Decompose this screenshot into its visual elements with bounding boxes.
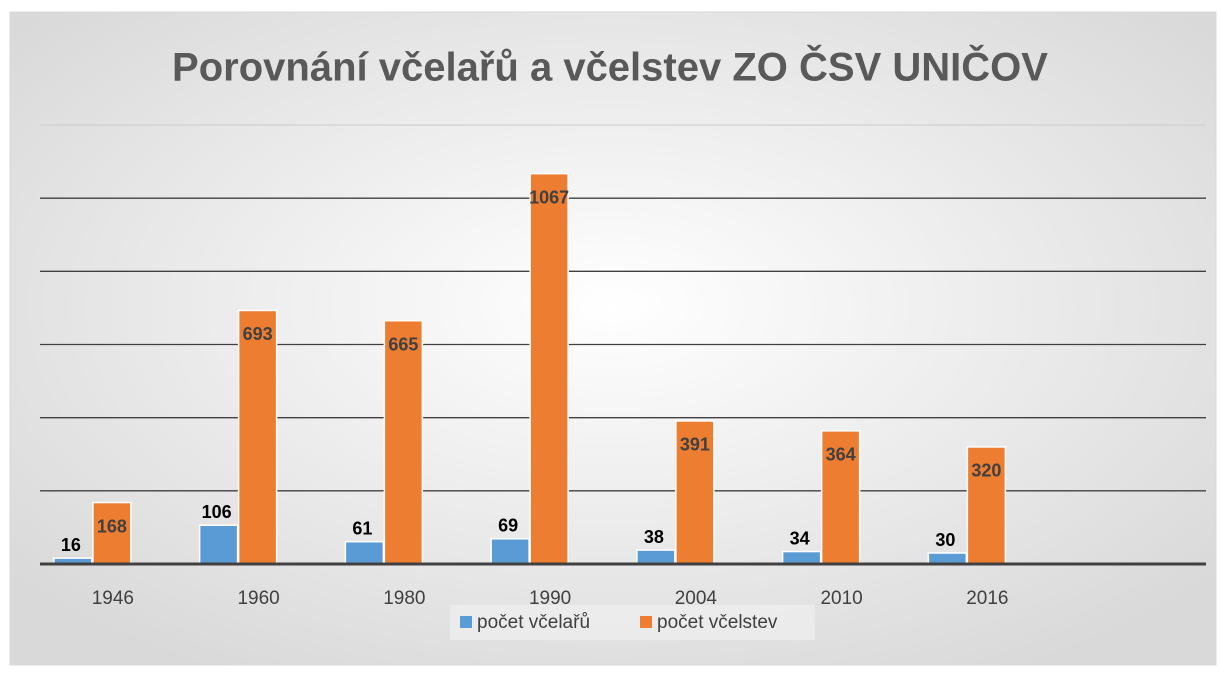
x-tick-label: 1980 bbox=[383, 588, 425, 609]
x-tick-label: 2016 bbox=[966, 588, 1008, 609]
x-tick-label: 1960 bbox=[237, 588, 279, 609]
x-tick-label: 2004 bbox=[675, 588, 718, 609]
data-label: 34 bbox=[790, 528, 810, 548]
x-tick-label: 2010 bbox=[820, 588, 862, 609]
data-label: 38 bbox=[644, 527, 664, 547]
data-label: 106 bbox=[202, 502, 232, 522]
legend-box bbox=[450, 605, 815, 640]
data-label: 30 bbox=[935, 530, 955, 550]
data-label: 61 bbox=[352, 518, 372, 538]
bar bbox=[529, 172, 569, 565]
data-label: 69 bbox=[498, 516, 518, 536]
bar bbox=[636, 549, 676, 565]
chart-area bbox=[9, 11, 1217, 666]
bar bbox=[198, 524, 239, 565]
x-tick-label: 1946 bbox=[92, 588, 134, 609]
data-label: 665 bbox=[388, 334, 418, 354]
chart-title: Porovnání včelařů a včelstev ZO ČSV UNIČ… bbox=[172, 44, 1048, 90]
legend-swatch bbox=[460, 616, 472, 628]
legend-label: počet včelstev bbox=[657, 612, 778, 633]
legend-swatch bbox=[640, 616, 652, 628]
data-label: 1067 bbox=[529, 187, 569, 207]
bar bbox=[966, 446, 1007, 565]
data-label: 391 bbox=[680, 435, 710, 455]
bar bbox=[237, 309, 278, 565]
bar bbox=[927, 552, 968, 565]
bar bbox=[344, 540, 385, 565]
data-label: 364 bbox=[826, 445, 856, 465]
legend-label: počet včelařů bbox=[477, 612, 590, 633]
data-label: 693 bbox=[243, 324, 273, 344]
x-tick-label: 1990 bbox=[529, 588, 571, 609]
bar bbox=[675, 420, 715, 565]
bar bbox=[781, 550, 822, 565]
data-label: 320 bbox=[971, 461, 1001, 481]
data-label: 16 bbox=[61, 535, 81, 555]
bar bbox=[383, 319, 424, 565]
bar bbox=[490, 538, 530, 565]
data-label: 168 bbox=[97, 516, 127, 536]
